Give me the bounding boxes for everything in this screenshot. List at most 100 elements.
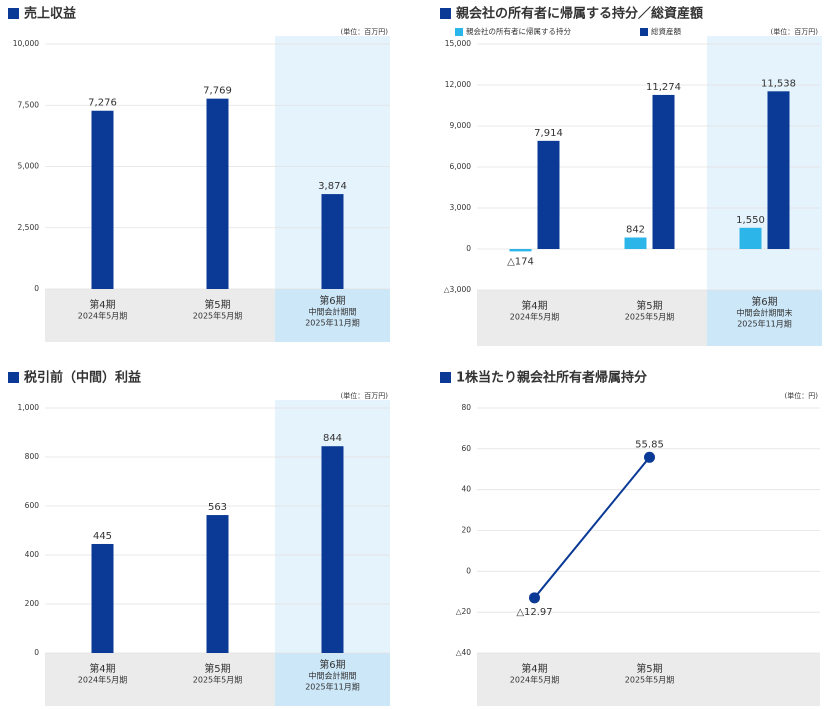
y-tick-label: 9,000	[450, 121, 472, 130]
value-label: △174	[507, 256, 534, 267]
x-tick-label: 2025年11月期	[305, 682, 360, 692]
bar	[206, 98, 229, 289]
x-tick-label: 中間会計期間	[309, 307, 357, 317]
title-icon	[8, 372, 19, 383]
value-label: 7,769	[203, 86, 232, 97]
y-tick-label: 60	[461, 444, 471, 453]
bar	[739, 227, 762, 249]
bar	[624, 237, 647, 249]
y-tick-label: 15,000	[445, 39, 471, 48]
x-tick-label: 第6期	[319, 658, 345, 671]
y-tick-label: 10,000	[13, 39, 39, 48]
value-label: 55.85	[635, 439, 664, 450]
y-tick-label: △3,000	[444, 285, 471, 294]
y-tick-label: 6,000	[450, 162, 472, 171]
x-tick-label: 2025年11月期	[305, 318, 360, 328]
legend-swatch	[640, 28, 648, 36]
category-row	[477, 653, 820, 706]
title-icon	[440, 8, 451, 19]
y-tick-label: △20	[456, 607, 472, 616]
x-tick-label: 2024年5月期	[78, 311, 127, 321]
y-tick-label: 200	[25, 599, 40, 608]
y-tick-label: △40	[456, 648, 472, 657]
y-tick-label: 80	[461, 403, 471, 412]
bar	[509, 249, 532, 252]
chart-title: 売上収益	[24, 6, 76, 22]
chart-title: 税引前（中間）利益	[24, 370, 141, 386]
highlight-cell	[275, 289, 390, 342]
bar	[321, 194, 344, 289]
value-label: 1,550	[736, 215, 765, 226]
x-tick-label: 第5期	[204, 298, 230, 311]
y-tick-label: 0	[34, 284, 39, 293]
title-icon	[440, 372, 451, 383]
value-label: 445	[93, 531, 112, 542]
bar	[321, 446, 344, 653]
value-label: 7,276	[88, 98, 117, 109]
point	[644, 451, 655, 463]
highlight-cell	[707, 290, 822, 346]
x-tick-label: 第6期	[751, 295, 777, 308]
x-tick-label: 2025年5月期	[625, 675, 674, 685]
x-tick-label: 第5期	[636, 662, 662, 675]
x-tick-label: 第5期	[204, 662, 230, 675]
bar	[91, 543, 114, 653]
y-tick-label: 40	[461, 485, 471, 494]
highlight-cell	[275, 653, 390, 706]
unit-label: (単位：百万円)	[341, 391, 389, 400]
y-tick-label: 3,000	[450, 203, 472, 212]
legend-label: 親会社の所有者に帰属する持分	[466, 26, 571, 36]
y-tick-label: 1,000	[18, 403, 40, 412]
bar	[537, 140, 560, 249]
y-tick-label: 2,500	[18, 223, 40, 232]
unit-label: (単位：円)	[785, 391, 819, 400]
y-tick-label: 7,500	[18, 100, 40, 109]
y-tick-label: 0	[34, 648, 39, 657]
chart-title: 親会社の所有者に帰属する持分／総資産額	[456, 6, 703, 22]
value-label: 563	[208, 502, 227, 513]
bar	[206, 515, 229, 653]
bar	[767, 91, 790, 250]
x-tick-label: 第5期	[636, 299, 662, 312]
x-tick-label: 第6期	[319, 294, 345, 307]
x-tick-label: 中間会計期間末	[737, 308, 793, 318]
value-label: 11,538	[761, 78, 796, 89]
x-tick-label: 2025年5月期	[193, 675, 242, 685]
y-tick-label: 0	[466, 566, 471, 575]
value-label: △12.97	[516, 607, 552, 618]
point	[529, 592, 540, 604]
title-icon	[8, 8, 19, 19]
y-tick-label: 800	[25, 452, 40, 461]
x-tick-label: 2024年5月期	[510, 675, 559, 685]
y-tick-label: 12,000	[445, 80, 471, 89]
value-label: 7,914	[534, 128, 563, 139]
y-tick-label: 20	[461, 526, 471, 535]
x-tick-label: 中間会計期間	[309, 671, 357, 681]
x-tick-label: 第4期	[89, 662, 115, 675]
chart-title: 1株当たり親会社所有者帰属持分	[456, 370, 647, 386]
y-tick-label: 400	[25, 550, 40, 559]
y-tick-label: 600	[25, 501, 40, 510]
x-tick-label: 2025年11月期	[737, 319, 792, 329]
x-tick-label: 2024年5月期	[78, 675, 127, 685]
legend-label: 総資産額	[651, 26, 681, 36]
value-label: 3,874	[318, 181, 347, 192]
highlight-column	[707, 36, 822, 290]
unit-label: (単位：百万円)	[341, 27, 389, 36]
unit-label: (単位：百万円)	[771, 27, 819, 36]
x-tick-label: 第4期	[521, 662, 547, 675]
value-label: 844	[323, 433, 342, 444]
x-tick-label: 2024年5月期	[510, 312, 559, 322]
value-label: 11,274	[646, 82, 681, 93]
bar	[652, 94, 675, 249]
bar	[91, 110, 114, 289]
x-tick-label: 2025年5月期	[193, 311, 242, 321]
y-tick-label: 5,000	[18, 162, 40, 171]
x-tick-label: 2025年5月期	[625, 312, 674, 322]
value-label: 842	[626, 224, 645, 235]
x-tick-label: 第4期	[521, 299, 547, 312]
line	[533, 456, 651, 599]
legend-swatch	[455, 28, 463, 36]
x-tick-label: 第4期	[89, 298, 115, 311]
